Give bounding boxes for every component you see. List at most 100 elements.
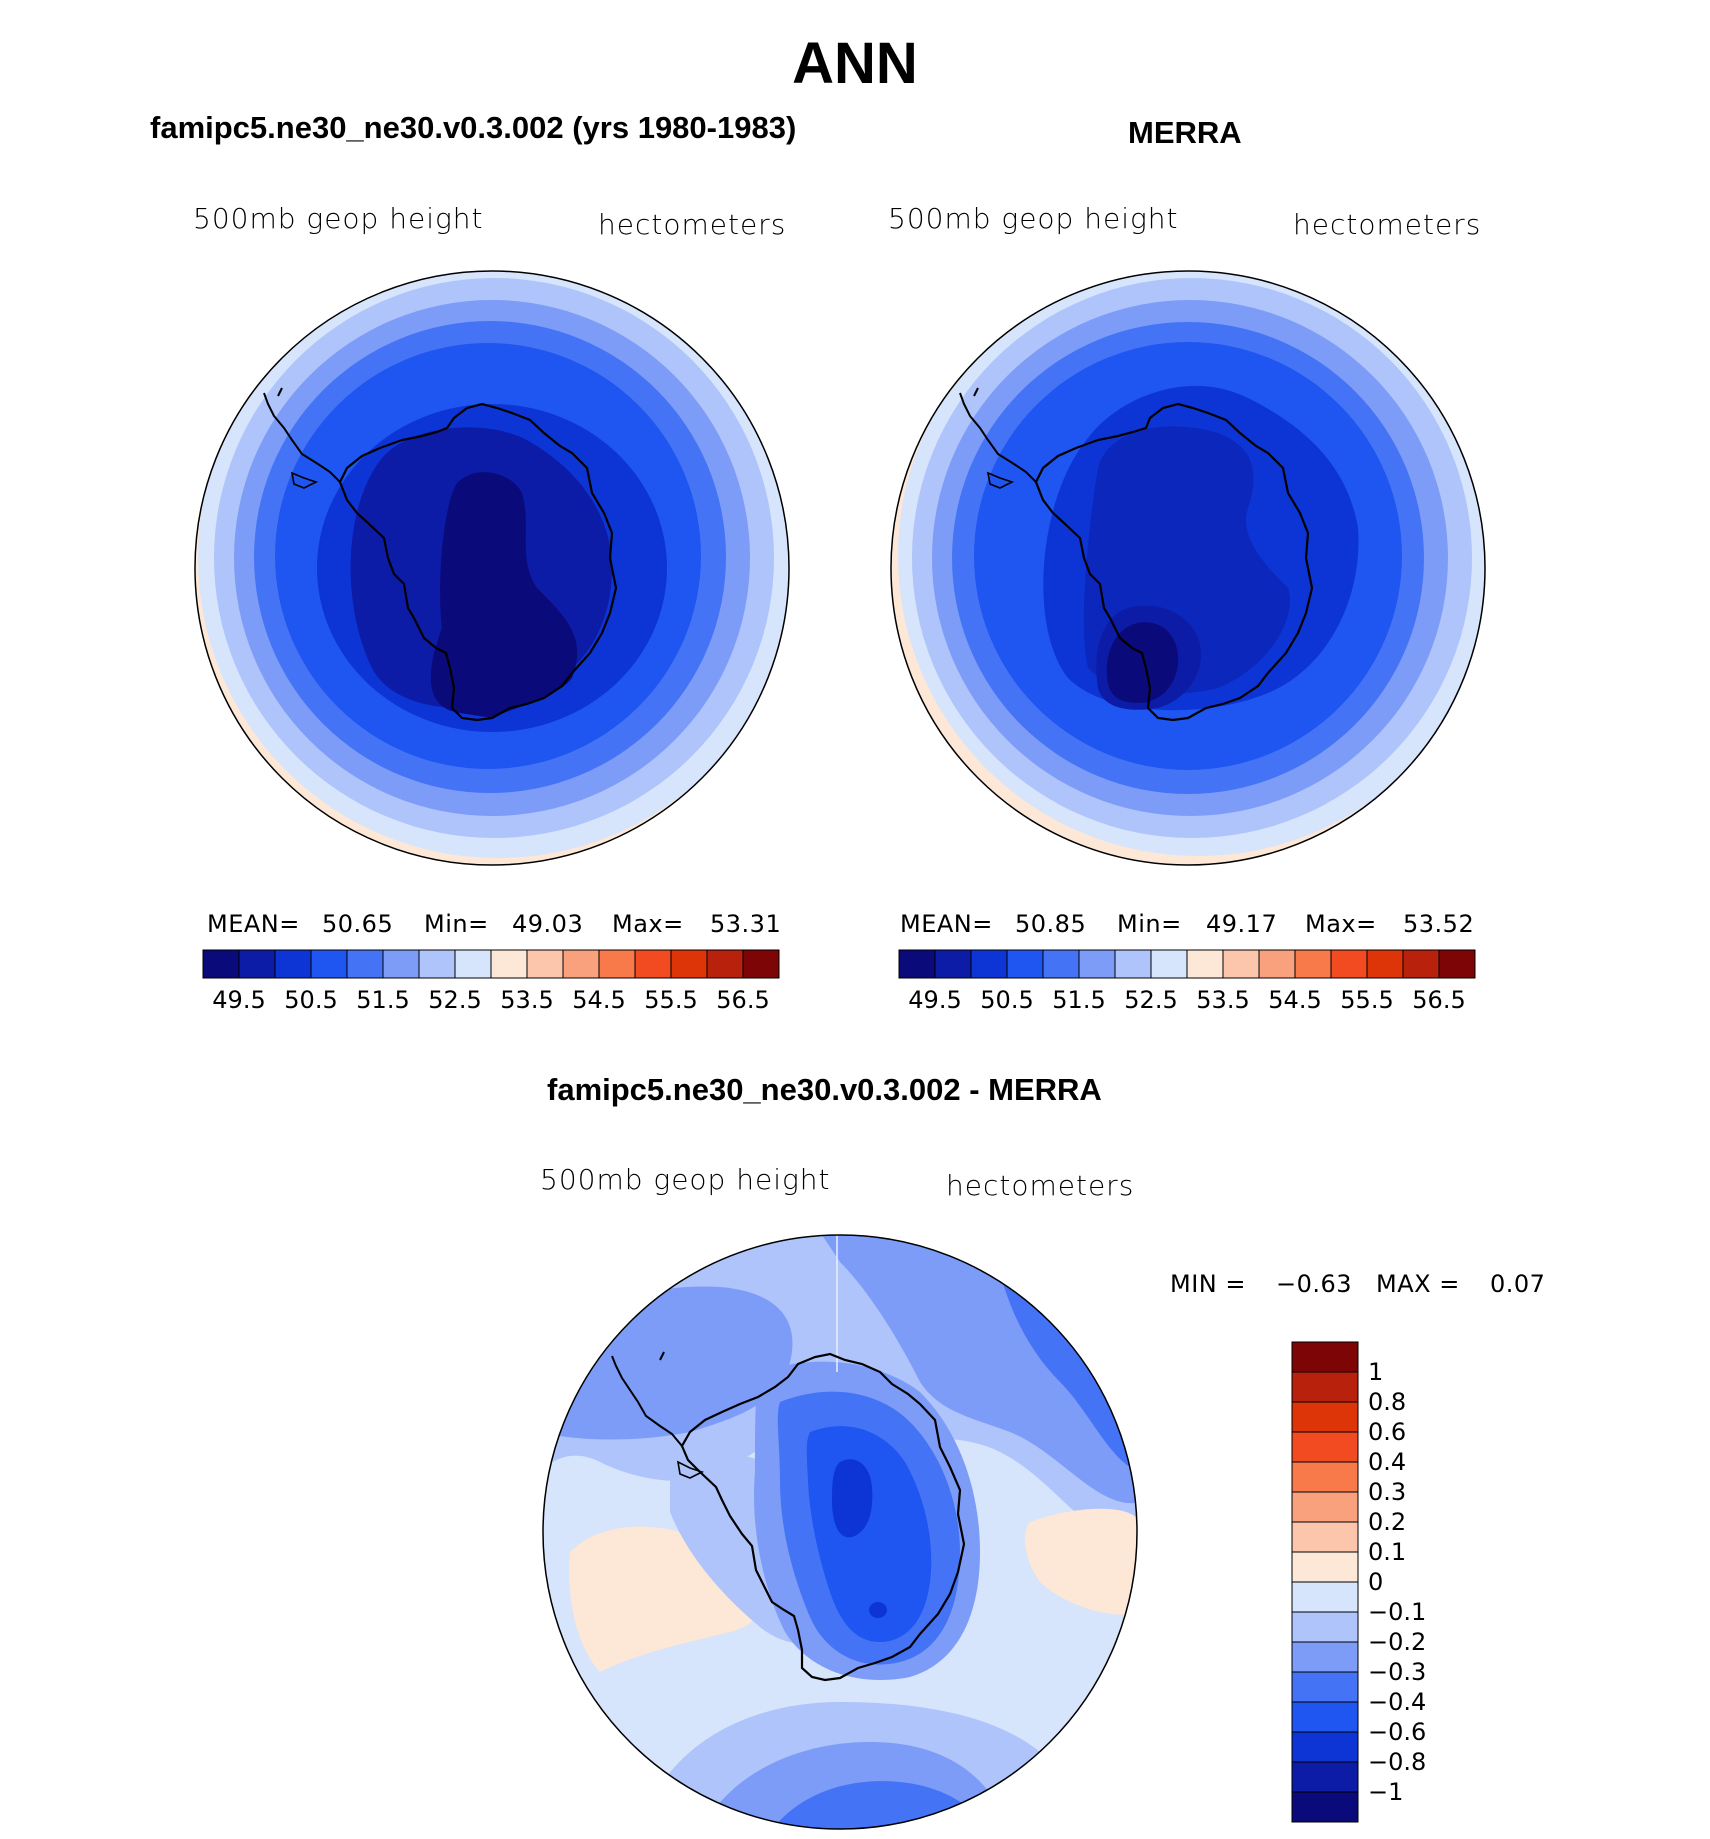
colorbar-swatch [1291,1761,1359,1793]
diff-max-label: MAX = [1376,1270,1460,1298]
diff-island [563,1394,571,1411]
colorbar-swatch [274,949,312,979]
colorbar-tick-label: 54.5 [1268,986,1321,1014]
colorbar-tick-label: 52.5 [1124,986,1177,1014]
obs-max-label: Max= [1305,910,1377,938]
colorbar-tick-label: −0.1 [1368,1598,1426,1626]
colorbar-swatch [1438,949,1476,979]
colorbar-tick-label: 49.5 [212,986,265,1014]
colorbar-tick-label: 0.1 [1368,1538,1406,1566]
colorbar-tick-label: 51.5 [1052,986,1105,1014]
colorbar-swatch [1294,949,1332,979]
obs-mean-value: 50.85 [1015,910,1087,938]
obs-island [973,387,979,397]
colorbar-swatch [1366,949,1404,979]
model-antarctica-coastline [338,402,618,722]
colorbar-swatch [1222,949,1260,979]
diff-contour-band [869,1602,887,1618]
colorbar-swatch [526,949,564,979]
colorbar-tick-label: −0.2 [1368,1628,1426,1656]
colorbar-tick-label: 53.5 [1196,986,1249,1014]
colorbar-tick-label: 50.5 [980,986,1033,1014]
colorbar-swatch [418,949,456,979]
model-max-label: Max= [612,910,684,938]
colorbar-swatch [238,949,276,979]
obs-island [986,471,1015,489]
diff-panel-title: famipc5.ne30_ne30.v0.3.002 - MERRA [547,1072,1102,1107]
diff-contour-band [832,1459,873,1538]
model-colorbar: 49.5 50.5 51.5 52.5 53.5 54.5 55.5 56.5 [202,949,780,1014]
colorbar-swatch [1150,949,1188,979]
obs-antarctica-coastline [1034,402,1314,722]
colorbar-tick-label: 50.5 [284,986,337,1014]
colorbar-swatch [634,949,672,979]
figure-title: ANN [792,31,918,96]
colorbar-tick-label: 0.2 [1368,1508,1406,1536]
colorbar-tick-label: −0.8 [1368,1748,1426,1776]
colorbar-tick-label: 56.5 [716,986,769,1014]
model-mean-value: 50.65 [322,910,394,938]
colorbar-swatch [934,949,972,979]
colorbar-swatch [1291,1671,1359,1703]
colorbar-swatch [1291,1611,1359,1643]
colorbar-tick-label: 56.5 [1412,986,1465,1014]
colorbar-swatch [1291,1731,1359,1763]
colorbar-tick-label: 0.6 [1368,1418,1406,1446]
model-variable-label: 500mb geop height [193,202,484,235]
diff-map-border [542,1234,1138,1830]
model-contour-band [430,472,578,718]
colorbar-tick-label: 52.5 [428,986,481,1014]
obs-mean-label: MEAN= [900,910,993,938]
colorbar-swatch [970,949,1008,979]
colorbar-swatch [1042,949,1080,979]
colorbar-swatch [202,949,240,979]
model-island [290,471,319,489]
colorbar-swatch [1291,1371,1359,1403]
diff-min-label: MIN = [1170,1270,1246,1298]
obs-antarctic-peninsula [959,392,1037,483]
colorbar-swatch [1258,949,1296,979]
obs-variable-label: 500mb geop height [888,202,1179,235]
model-island [277,387,283,397]
diff-colorbar: 10.80.60.40.30.20.10−0.1−0.2−0.3−0.4−0.6… [1291,1341,1426,1823]
model-panel-title: famipc5.ne30_ne30.v0.3.002 (yrs 1980-198… [150,110,797,145]
colorbar-tick-label: −0.3 [1368,1658,1426,1686]
colorbar-swatch [346,949,384,979]
model-max-value: 53.31 [710,910,782,938]
colorbar-swatch [598,949,636,979]
colorbar-tick-label: 0 [1368,1568,1383,1596]
colorbar-swatch [1291,1461,1359,1493]
colorbar-swatch [742,949,780,979]
diff-contour-band [1024,1508,1137,1615]
model-mean-label: MEAN= [207,910,300,938]
obs-polar-map [890,270,1486,866]
colorbar-tick-label: 53.5 [500,986,553,1014]
diff-variable-label: 500mb geop height [540,1163,831,1196]
colorbar-swatch [1291,1791,1359,1823]
colorbar-tick-label: −0.4 [1368,1688,1426,1716]
colorbar-tick-label: 0.4 [1368,1448,1406,1476]
model-island [215,430,223,447]
obs-colorbar: 49.5 50.5 51.5 52.5 53.5 54.5 55.5 56.5 [898,949,1476,1014]
diff-antarctica-coastline [680,1352,966,1682]
diff-units-label: hectometers [946,1169,1135,1202]
model-units-label: hectometers [598,208,787,241]
colorbar-swatch [490,949,528,979]
model-map-border [194,270,790,866]
colorbar-swatch [1291,1491,1359,1523]
colorbar-swatch [562,949,600,979]
colorbar-swatch [670,949,708,979]
colorbar-tick-label: −1 [1368,1778,1403,1806]
colorbar-tick-label: 51.5 [356,986,409,1014]
model-polar-map [194,270,790,866]
colorbar-tick-label: 55.5 [1340,986,1393,1014]
obs-map-border [890,270,1486,866]
colorbar-swatch [1291,1521,1359,1553]
obs-panel-title: MERRA [1128,115,1242,150]
colorbar-swatch [1291,1551,1359,1583]
colorbar-swatch [1330,949,1368,979]
colorbar-swatch [1291,1401,1359,1433]
colorbar-swatch [706,949,744,979]
colorbar-tick-label: 0.3 [1368,1478,1406,1506]
diff-max-value: 0.07 [1490,1270,1546,1298]
